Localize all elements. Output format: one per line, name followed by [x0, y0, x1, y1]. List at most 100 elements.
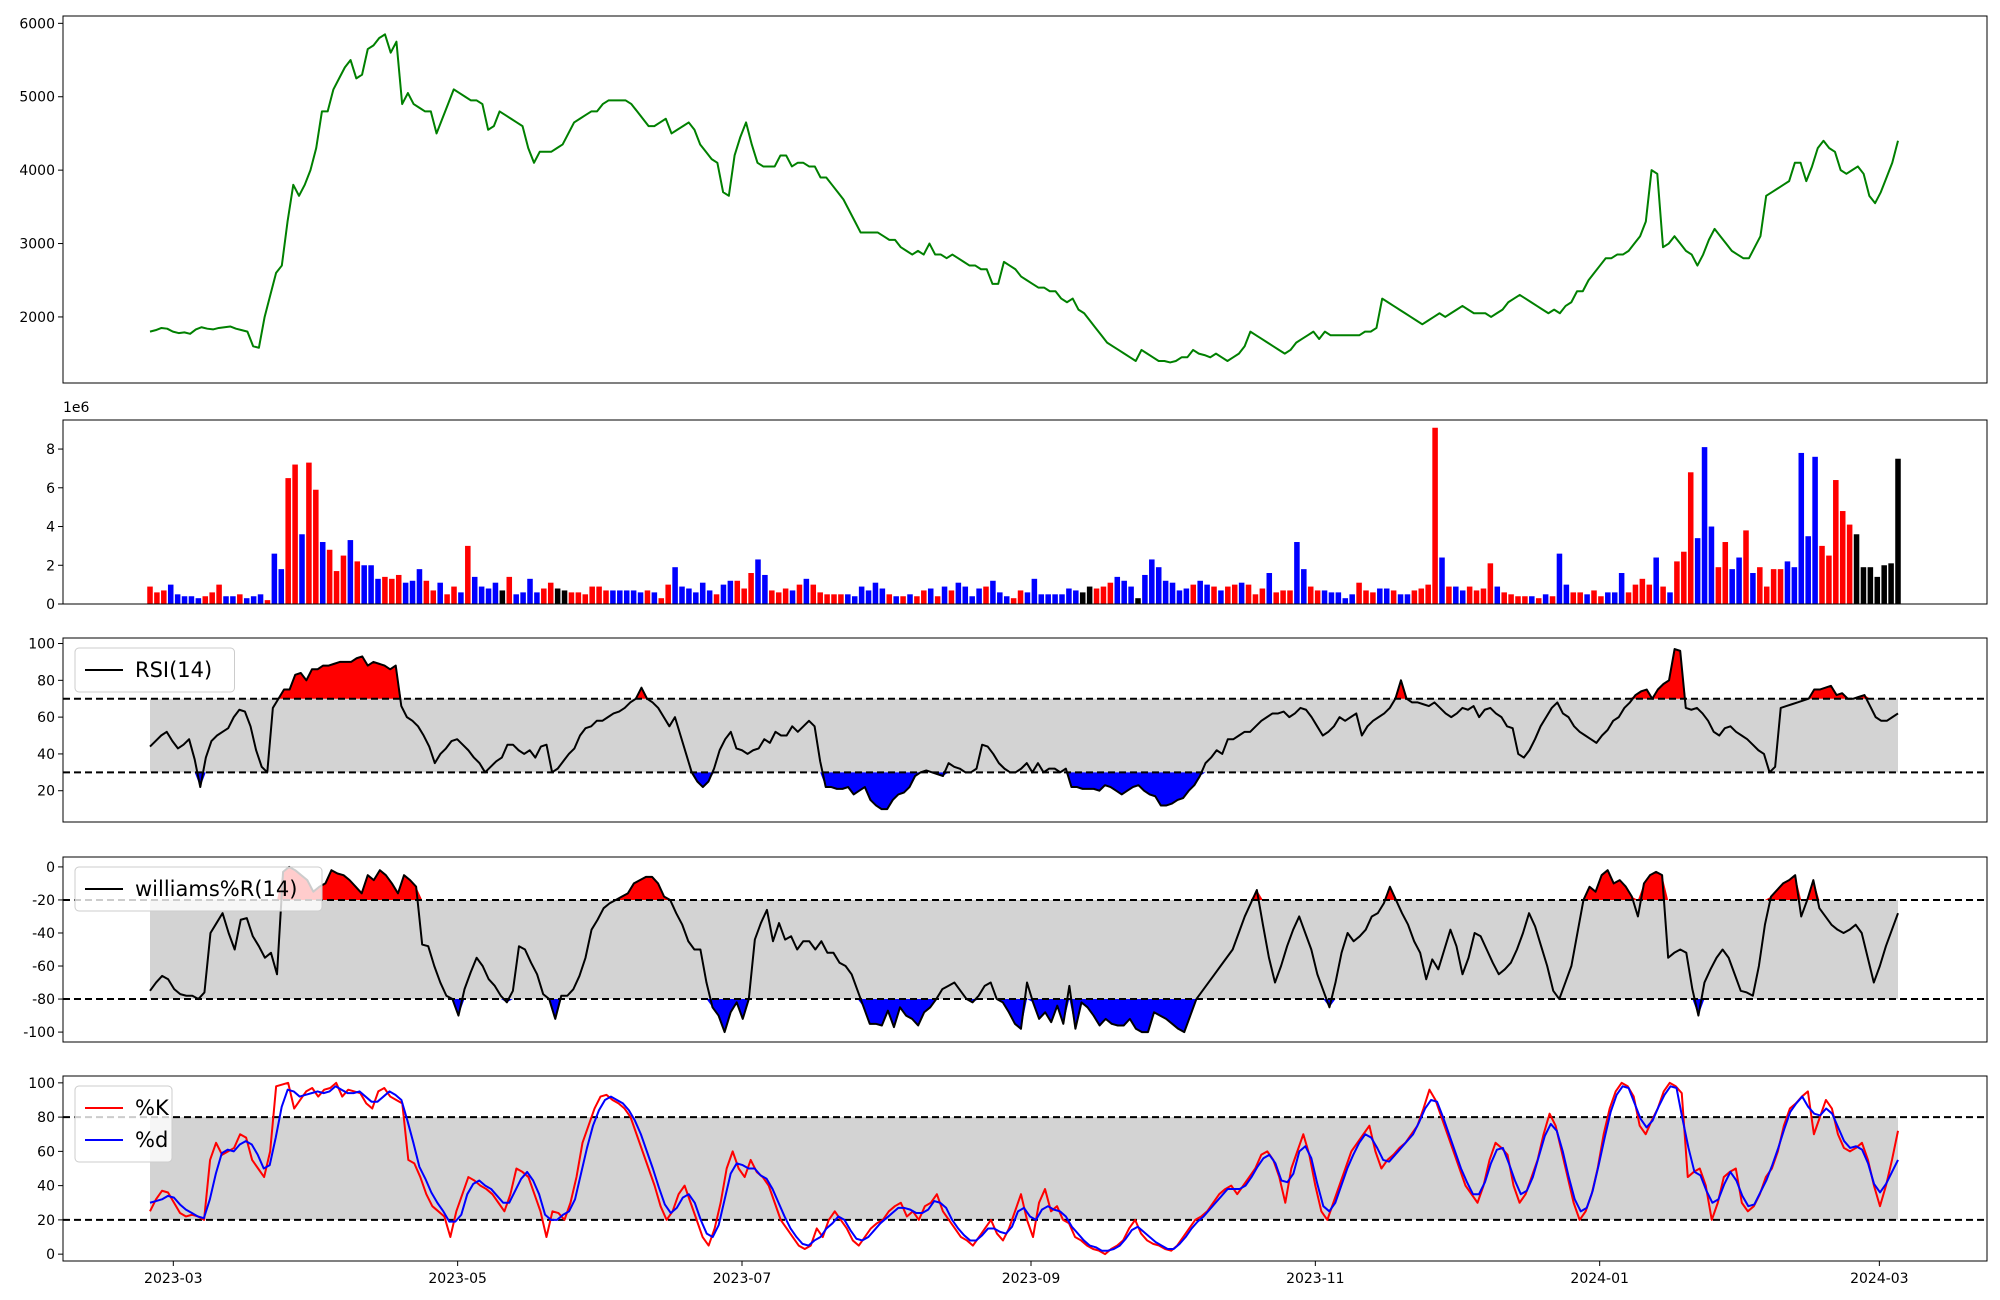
volume-bar [1501, 592, 1507, 604]
rsi-overbought-fill [150, 649, 1898, 699]
stochastic-legend-label: %d [135, 1128, 168, 1152]
volume-bar [568, 592, 575, 604]
volume-bar [1777, 569, 1784, 604]
volume-bar [734, 580, 741, 604]
rsi-ytick-label: 20 [37, 784, 55, 800]
volume-bar [838, 594, 844, 604]
volume-bar [914, 596, 920, 604]
stochastic-ytick-label: 60 [37, 1144, 55, 1160]
volume-bar [1390, 590, 1397, 604]
williams-band [150, 899, 1898, 1000]
volume-bar [672, 567, 678, 604]
volume-bar [1584, 594, 1590, 604]
volume-bar [1784, 561, 1791, 604]
volume-ytick-label: 0 [46, 597, 55, 613]
volume-bar [1729, 569, 1735, 604]
price-ytick-label: 6000 [19, 16, 55, 32]
volume-bar [319, 542, 326, 604]
price-panel: 2000 3000 4000 5000 6000 [19, 15, 1988, 384]
volume-bar [1066, 588, 1072, 604]
volume-bar [934, 596, 941, 604]
volume-bar [817, 592, 823, 604]
volume-bar [1681, 551, 1687, 604]
volume-ytick-label: 8 [46, 442, 55, 458]
volume-bar [1010, 598, 1017, 604]
volume-bar [610, 590, 616, 604]
stochastic-ytick-label: 20 [37, 1213, 55, 1229]
volume-bar [1266, 573, 1273, 604]
volume-bar [223, 596, 229, 604]
volume-bar [1563, 584, 1570, 604]
williams-frame [62, 856, 1988, 1043]
volume-bar [582, 594, 589, 604]
stochastic-legend [74, 1085, 173, 1163]
stochastic-panel: 0 20 40 60 80 100 %K %d [28, 1075, 1988, 1263]
volume-bar [534, 592, 540, 604]
volume-bar [824, 594, 830, 604]
volume-bar [603, 590, 609, 604]
volume-bar [1653, 557, 1659, 604]
volume-bar [1743, 530, 1749, 604]
volume-bar [1363, 590, 1369, 604]
volume-bar [1114, 576, 1121, 604]
x-axis: 2023-03 2023-05 2023-07 2023-09 2023-11 2024-… [144, 1261, 1909, 1287]
volume-bar [1487, 563, 1494, 604]
williams-overbought-fill [150, 866, 1898, 900]
volume-bar [1128, 586, 1134, 604]
volume-bar [997, 592, 1003, 604]
volume-bar [1687, 472, 1694, 604]
price-ytick-label: 2000 [19, 310, 55, 326]
volume-bar [679, 586, 685, 604]
volume-bar [1839, 511, 1846, 604]
volume-bar [851, 596, 858, 604]
x-tick-label: 2023-03 [144, 1271, 203, 1287]
stochastic-frame [62, 1075, 1988, 1262]
volume-bar [1238, 582, 1245, 604]
volume-bar [1605, 592, 1611, 604]
volume-bar [1135, 598, 1141, 604]
volume-bar [575, 592, 582, 604]
x-tick-label: 2023-05 [428, 1271, 487, 1287]
rsi-ytick-label: 40 [37, 747, 55, 763]
volume-bar [423, 580, 430, 604]
x-tick-label: 2023-11 [1286, 1271, 1345, 1287]
volume-bar [161, 590, 167, 604]
volume-bar [1881, 565, 1887, 604]
volume-bar [1791, 567, 1798, 604]
volume-bar [775, 592, 782, 604]
volume-bar [1342, 598, 1349, 604]
volume-bar [1805, 536, 1811, 604]
volume-bar [216, 584, 222, 604]
volume-bar [872, 582, 879, 604]
volume-bar [520, 592, 526, 604]
volume-bar [1328, 592, 1335, 604]
volume-bar [617, 590, 623, 604]
volume-bar [1459, 590, 1466, 604]
volume-bar [285, 478, 291, 604]
williams-ytick-label: -20 [32, 893, 55, 909]
volume-bar [1577, 592, 1583, 604]
volume-bar [1570, 592, 1577, 604]
volume-bar [748, 573, 754, 604]
volume-bar [195, 598, 202, 604]
volume-bar [389, 578, 395, 604]
volume-bar [886, 594, 893, 604]
volume-ytick-label: 2 [46, 558, 55, 574]
volume-bar [492, 582, 499, 604]
volume-bar [1245, 584, 1252, 604]
volume-bar [527, 578, 533, 604]
volume-bar [879, 588, 886, 604]
volume-bar [762, 574, 768, 604]
volume-bar [1301, 569, 1307, 604]
volume-bar [174, 594, 181, 604]
volume-bar [1819, 545, 1825, 604]
volume-bar [237, 594, 243, 604]
volume-bar [1667, 592, 1673, 604]
rsi-legend [74, 647, 235, 693]
volume-bar [1694, 538, 1701, 604]
volume-bar [1031, 578, 1038, 604]
volume-bar [1529, 596, 1535, 604]
rsi-oversold-fill [150, 772, 1898, 810]
williams-legend [74, 866, 323, 912]
